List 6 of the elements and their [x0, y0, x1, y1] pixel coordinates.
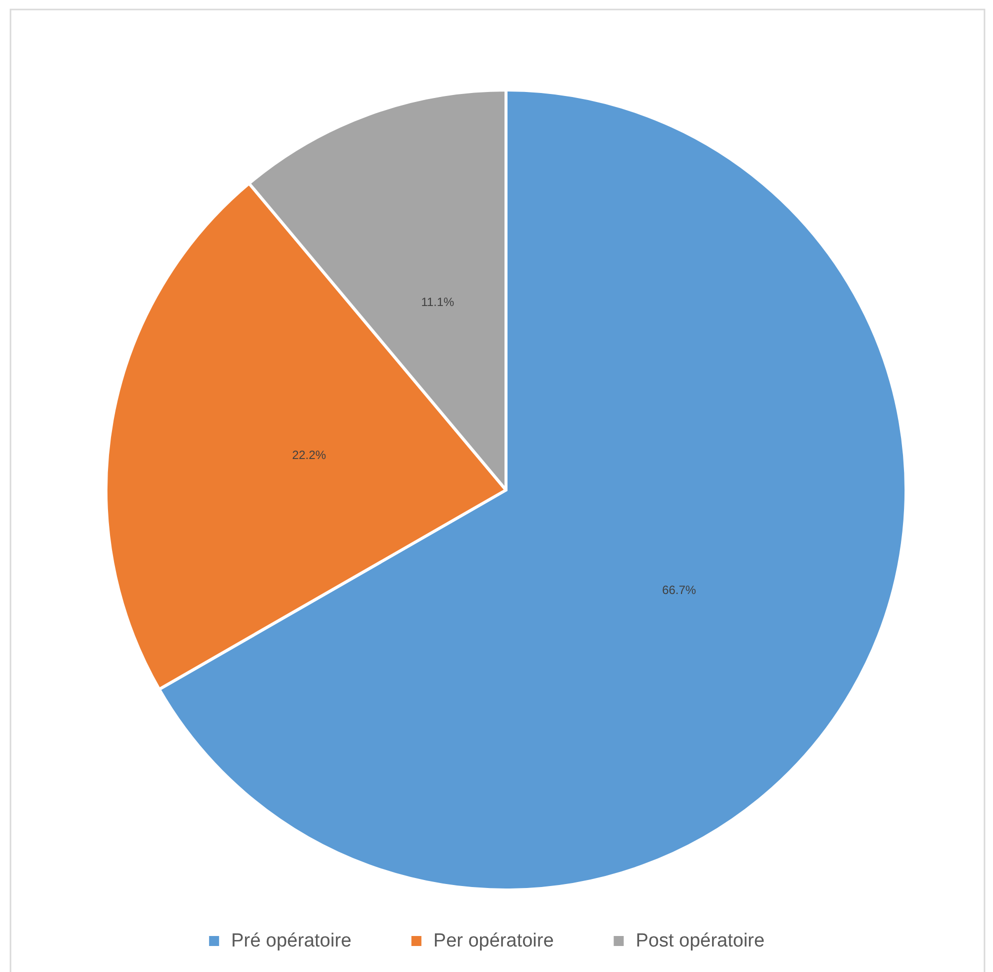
data-label: 22.2% [292, 448, 326, 462]
legend-label: Post opératoire [636, 930, 765, 952]
data-label: 11.1% [421, 295, 455, 310]
legend-label: Per opératoire [433, 930, 554, 952]
data-label: 66.7% [662, 583, 696, 598]
legend-label: Pré opératoire [231, 930, 352, 952]
